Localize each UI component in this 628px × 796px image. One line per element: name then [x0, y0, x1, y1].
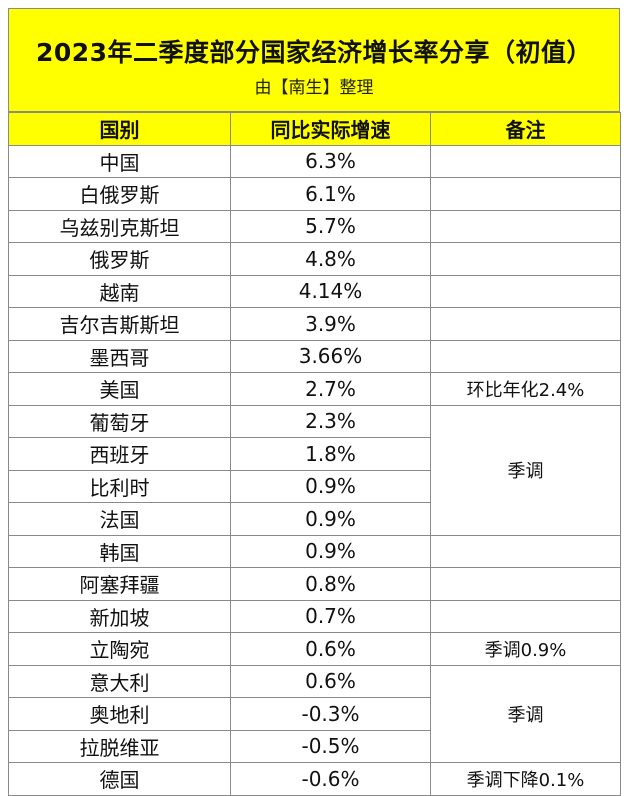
growth-cell: 0.7%	[230, 599, 431, 633]
growth-cell: 3.9%	[230, 307, 431, 341]
table-row: 俄罗斯 4.8%	[8, 242, 621, 276]
note-cell	[430, 209, 621, 243]
title-block: 2023年二季度部分国家经济增长率分享（初值） 由【南生】整理	[8, 8, 620, 112]
page-subtitle: 由【南生】整理	[254, 78, 374, 98]
table-row: 中国 6.3%	[8, 144, 621, 178]
table-row: 立陶宛 0.6% 季调0.9%	[8, 632, 621, 666]
country-cell: 奥地利	[8, 697, 231, 731]
growth-cell: 2.7%	[230, 372, 431, 406]
country-cell: 乌兹别克斯坦	[8, 209, 231, 243]
country-cell: 墨西哥	[8, 339, 231, 373]
country-cell: 立陶宛	[8, 632, 231, 666]
country-cell: 意大利	[8, 664, 231, 698]
note-cell	[430, 144, 621, 178]
growth-cell: 0.6%	[230, 664, 431, 698]
growth-cell: 3.66%	[230, 339, 431, 373]
growth-cell: -0.3%	[230, 697, 431, 731]
table-row: 西班牙 1.8%	[8, 437, 621, 471]
table-row: 葡萄牙 2.3% 季调	[8, 404, 621, 536]
growth-cell: 1.8%	[230, 437, 431, 471]
growth-cell: 6.1%	[230, 177, 431, 211]
table-row: 越南 4.14%	[8, 274, 621, 308]
country-cell: 德国	[8, 762, 231, 796]
note-cell	[430, 242, 621, 276]
country-cell: 中国	[8, 144, 231, 178]
country-cell: 葡萄牙	[8, 404, 231, 438]
table-row: 吉尔吉斯斯坦 3.9%	[8, 307, 621, 341]
table-row: 意大利 0.6% 季调	[8, 664, 621, 763]
growth-cell: 0.9%	[230, 502, 431, 536]
table-row: 乌兹别克斯坦 5.7%	[8, 209, 621, 243]
growth-cell: 2.3%	[230, 404, 431, 438]
growth-cell: 0.8%	[230, 567, 431, 601]
growth-table: 国别 同比实际增速 备注 中国 6.3% 白俄罗斯 6.1% 乌兹别克斯坦 5.…	[8, 112, 621, 796]
table-row: 美国 2.7% 环比年化2.4%	[8, 372, 621, 406]
note-cell	[430, 274, 621, 308]
country-cell: 韩国	[8, 534, 231, 568]
growth-cell: 5.7%	[230, 209, 431, 243]
page-title: 2023年二季度部分国家经济增长率分享（初值）	[35, 38, 593, 67]
table-row: 墨西哥 3.66%	[8, 339, 621, 373]
note-cell-germany: 季调下降0.1%	[430, 762, 621, 796]
column-header-country: 国别	[8, 112, 231, 146]
growth-cell: 0.9%	[230, 469, 431, 503]
growth-cell: 0.6%	[230, 632, 431, 666]
table-row: 拉脱维亚 -0.5%	[8, 729, 621, 763]
growth-cell: 0.9%	[230, 534, 431, 568]
country-cell: 越南	[8, 274, 231, 308]
table-row: 阿塞拜疆 0.8%	[8, 567, 621, 601]
note-cell-usa: 环比年化2.4%	[430, 372, 621, 406]
note-cell	[430, 599, 621, 633]
country-cell: 新加坡	[8, 599, 231, 633]
country-cell: 俄罗斯	[8, 242, 231, 276]
growth-cell: -0.6%	[230, 762, 431, 796]
note-cell	[430, 177, 621, 211]
country-cell: 拉脱维亚	[8, 729, 231, 763]
note-cell-lithuania: 季调0.9%	[430, 632, 621, 666]
country-cell: 西班牙	[8, 437, 231, 471]
country-cell: 比利时	[8, 469, 231, 503]
table-header-row: 国别 同比实际增速 备注	[8, 112, 621, 146]
country-cell: 法国	[8, 502, 231, 536]
growth-cell: 4.14%	[230, 274, 431, 308]
column-header-notes: 备注	[430, 112, 621, 146]
table-row: 德国 -0.6% 季调下降0.1%	[8, 762, 621, 796]
growth-cell: 6.3%	[230, 144, 431, 178]
note-cell-seasonal-group1: 季调	[430, 404, 621, 536]
table-row: 韩国 0.9%	[8, 534, 621, 568]
country-cell: 美国	[8, 372, 231, 406]
note-cell	[430, 339, 621, 373]
country-cell: 白俄罗斯	[8, 177, 231, 211]
note-cell	[430, 534, 621, 568]
note-cell-seasonal-group2: 季调	[430, 664, 621, 763]
column-header-growth: 同比实际增速	[230, 112, 431, 146]
country-cell: 阿塞拜疆	[8, 567, 231, 601]
table-row: 白俄罗斯 6.1%	[8, 177, 621, 211]
growth-cell: 4.8%	[230, 242, 431, 276]
country-cell: 吉尔吉斯斯坦	[8, 307, 231, 341]
table-row: 新加坡 0.7%	[8, 599, 621, 633]
growth-cell: -0.5%	[230, 729, 431, 763]
note-cell	[430, 567, 621, 601]
note-cell	[430, 307, 621, 341]
